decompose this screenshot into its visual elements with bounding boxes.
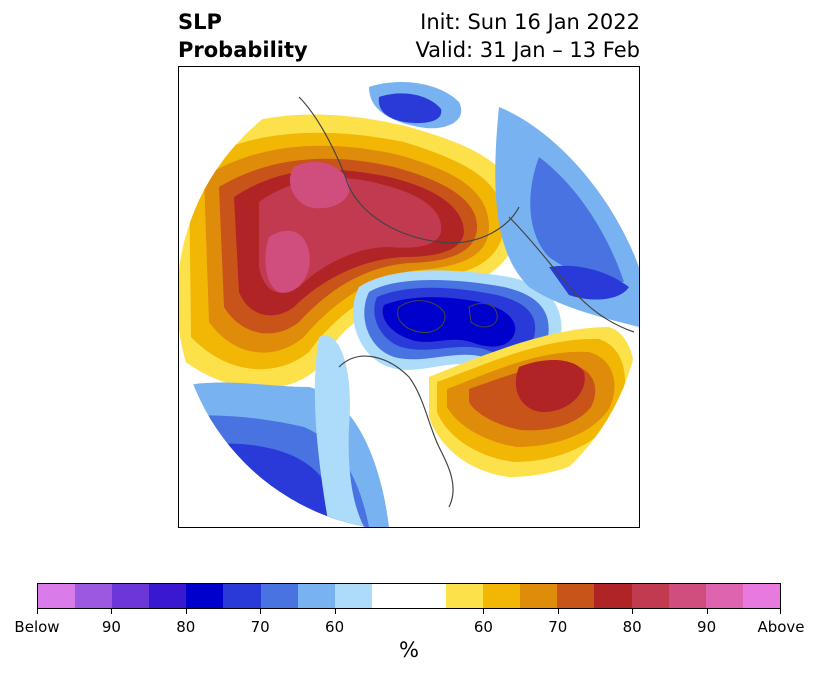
colorbar-tick-label: Above <box>757 618 805 636</box>
colorbar-tick-label: 70 <box>250 618 270 636</box>
colorbar-segment <box>742 584 780 608</box>
colorbar-tick-label: Below <box>14 618 60 636</box>
colorbar-tick <box>185 608 187 614</box>
title-type: Probability <box>178 38 308 62</box>
colorbar-segment <box>594 584 632 608</box>
colorbar-tick-label: 60 <box>473 618 493 636</box>
colorbar-segment <box>668 584 706 608</box>
colorbar-segment <box>149 584 187 608</box>
colorbar-tick-label: 90 <box>101 618 121 636</box>
colorbar-segment <box>297 584 335 608</box>
colorbar-tick <box>632 608 634 614</box>
title-variable: SLP <box>178 10 222 34</box>
title-right: Init: Sun 16 Jan 2022 Valid: 31 Jan – 13… <box>415 8 640 64</box>
colorbar-tick-label: 80 <box>622 618 642 636</box>
colorbar-segment <box>223 584 261 608</box>
map-panel <box>178 66 640 528</box>
colorbar-segment <box>75 584 113 608</box>
colorbar-tick-label: 80 <box>176 618 196 636</box>
colorbar-segment <box>38 584 76 608</box>
colorbar-segment <box>446 584 484 608</box>
colorbar-tick-label: 90 <box>697 618 717 636</box>
valid-range: Valid: 31 Jan – 13 Feb <box>415 38 640 62</box>
colorbar-segment <box>260 584 298 608</box>
colorbar-segment <box>483 584 521 608</box>
init-date: Init: Sun 16 Jan 2022 <box>420 10 640 34</box>
colorbar-segment <box>557 584 595 608</box>
colorbar-segment <box>408 584 447 608</box>
colorbar-tick <box>37 608 38 614</box>
colorbar-tick-label: 60 <box>325 618 345 636</box>
colorbar-segment <box>705 584 743 608</box>
colorbar-tick <box>706 608 708 614</box>
colorbar-segment <box>631 584 669 608</box>
colorbar-tick <box>557 608 559 614</box>
colorbar-segment <box>371 584 409 608</box>
colorbar-tick <box>780 608 781 614</box>
colorbar-tick <box>260 608 262 614</box>
colorbar <box>37 583 781 609</box>
colorbar-tick <box>111 608 113 614</box>
colorbar-unit: % <box>399 638 419 662</box>
title-left: SLP Probability <box>178 8 308 64</box>
colorbar-segment <box>186 584 224 608</box>
polar-map <box>179 67 639 527</box>
colorbar-tick <box>334 608 336 614</box>
colorbar-segment <box>112 584 150 608</box>
colorbar-ticks <box>37 608 781 618</box>
colorbar-tick-label: 70 <box>548 618 568 636</box>
colorbar-tick <box>483 608 485 614</box>
colorbar-segment <box>334 584 372 608</box>
colorbar-segment <box>520 584 558 608</box>
